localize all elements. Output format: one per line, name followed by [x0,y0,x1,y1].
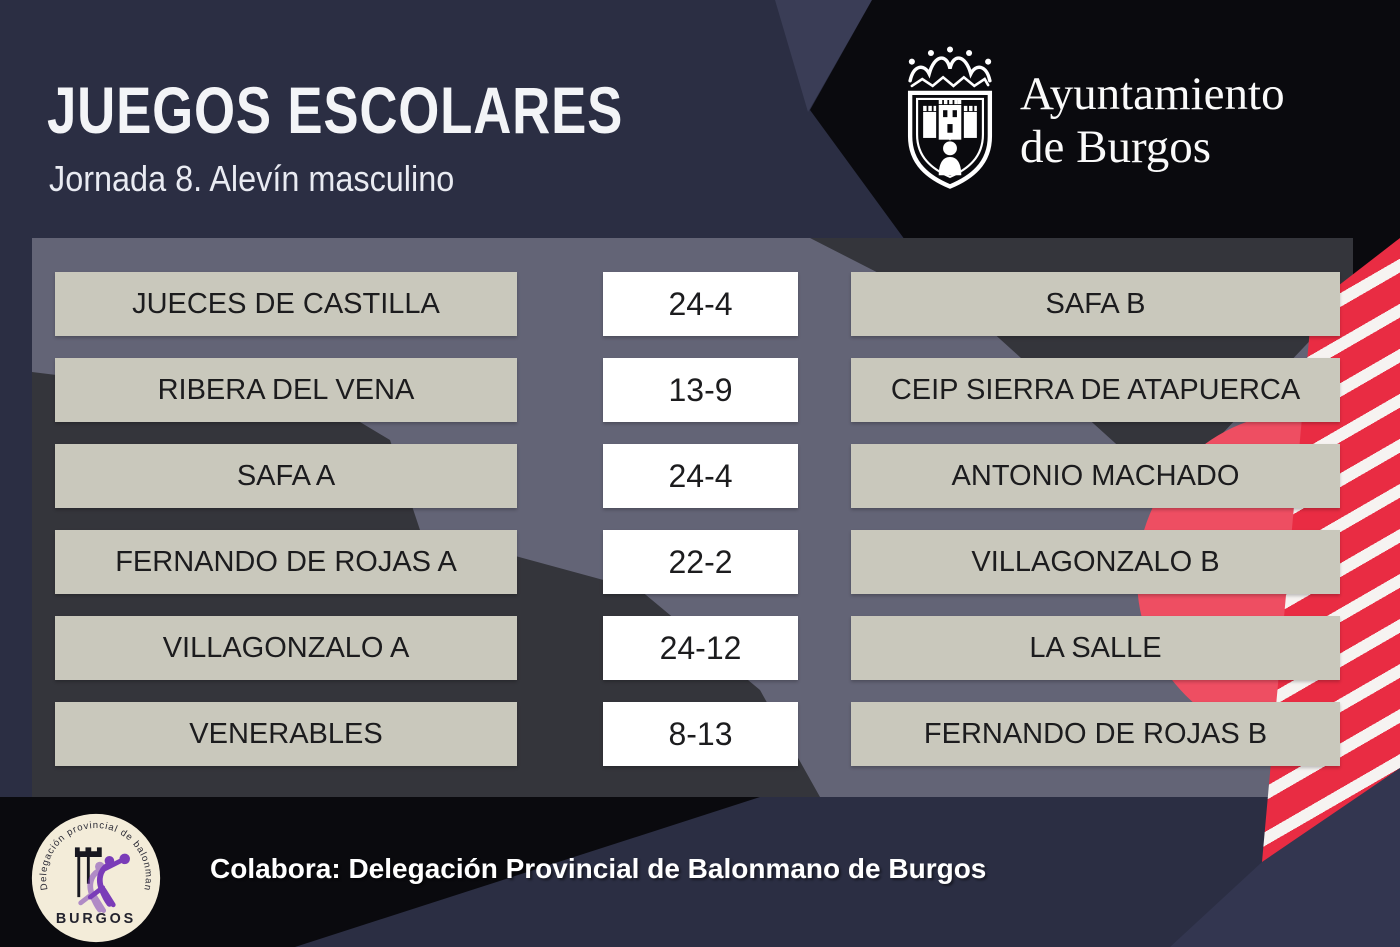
home-team-cell: VILLAGONZALO A [55,616,517,680]
home-team-cell: VENERABLES [55,702,517,766]
page-subtitle: Jornada 8. Alevín masculino [49,158,455,199]
table-row: RIBERA DEL VENA 13-9 CEIP SIERRA DE ATAP… [32,358,1353,422]
municipality-line1: Ayuntamiento [1020,68,1285,120]
burgos-coat-of-arms-icon [907,46,993,189]
away-team-cell: ANTONIO MACHADO [851,444,1340,508]
away-team-cell: SAFA B [851,272,1340,336]
table-row: FERNANDO DE ROJAS A 22-2 VILLAGONZALO B [32,530,1353,594]
page-title: JUEGOS ESCOLARES [47,73,624,147]
table-row: SAFA A 24-4 ANTONIO MACHADO [32,444,1353,508]
score-cell: 24-12 [603,616,798,680]
away-team-cell: VILLAGONZALO B [851,530,1340,594]
municipality-name: Ayuntamiento de Burgos [1020,68,1285,174]
home-team-cell: JUECES DE CASTILLA [55,272,517,336]
home-team-cell: SAFA A [55,444,517,508]
score-cell: 24-4 [603,444,798,508]
handball-delegation-badge-icon: Delegación provincial de balonmano BURGO… [29,811,161,943]
away-team-cell: LA SALLE [851,616,1340,680]
badge-bottom-text: BURGOS [56,911,136,927]
results-table: JUECES DE CASTILLA 24-4 SAFA B RIBERA DE… [32,238,1353,788]
collaboration-credit: Colabora: Delegación Provincial de Balon… [210,853,987,884]
score-cell: 22-2 [603,530,798,594]
score-cell: 8-13 [603,702,798,766]
table-row: JUECES DE CASTILLA 24-4 SAFA B [32,272,1353,336]
table-row: VENERABLES 8-13 FERNANDO DE ROJAS B [32,702,1353,766]
home-team-cell: RIBERA DEL VENA [55,358,517,422]
handball-player-figure [78,853,130,913]
home-team-cell: FERNANDO DE ROJAS A [55,530,517,594]
score-cell: 24-4 [603,272,798,336]
score-cell: 13-9 [603,358,798,422]
table-row: VILLAGONZALO A 24-12 LA SALLE [32,616,1353,680]
municipality-line2: de Burgos [1020,121,1212,174]
away-team-cell: CEIP SIERRA DE ATAPUERCA [851,358,1340,422]
away-team-cell: FERNANDO DE ROJAS B [851,702,1340,766]
